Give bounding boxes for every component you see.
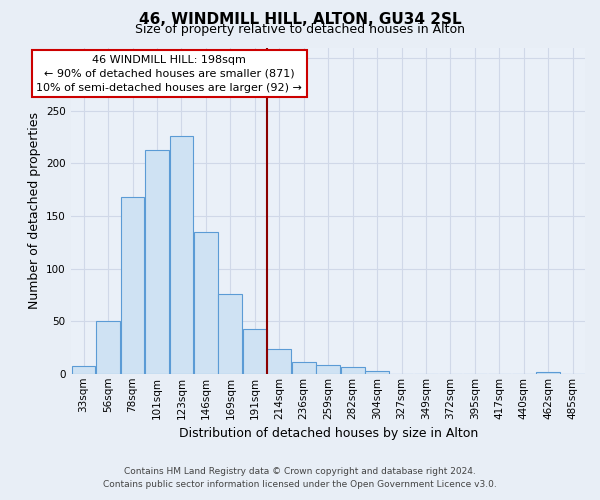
Y-axis label: Number of detached properties: Number of detached properties bbox=[28, 112, 41, 309]
Bar bbox=[243, 328, 266, 374]
Bar bbox=[268, 348, 291, 374]
Text: 46 WINDMILL HILL: 198sqm
← 90% of detached houses are smaller (871)
10% of semi-: 46 WINDMILL HILL: 198sqm ← 90% of detach… bbox=[36, 55, 302, 93]
Bar bbox=[316, 366, 340, 374]
Bar bbox=[292, 362, 316, 374]
Text: 46, WINDMILL HILL, ALTON, GU34 2SL: 46, WINDMILL HILL, ALTON, GU34 2SL bbox=[139, 12, 461, 28]
Bar bbox=[72, 366, 95, 374]
Text: Size of property relative to detached houses in Alton: Size of property relative to detached ho… bbox=[135, 24, 465, 36]
Bar bbox=[341, 368, 365, 374]
Bar bbox=[194, 232, 218, 374]
Bar bbox=[170, 136, 193, 374]
Bar bbox=[365, 370, 389, 374]
Bar bbox=[145, 150, 169, 374]
X-axis label: Distribution of detached houses by size in Alton: Distribution of detached houses by size … bbox=[179, 427, 478, 440]
Bar bbox=[121, 197, 145, 374]
Bar bbox=[96, 321, 120, 374]
Bar bbox=[536, 372, 560, 374]
Text: Contains HM Land Registry data © Crown copyright and database right 2024.
Contai: Contains HM Land Registry data © Crown c… bbox=[103, 468, 497, 489]
Bar bbox=[218, 294, 242, 374]
